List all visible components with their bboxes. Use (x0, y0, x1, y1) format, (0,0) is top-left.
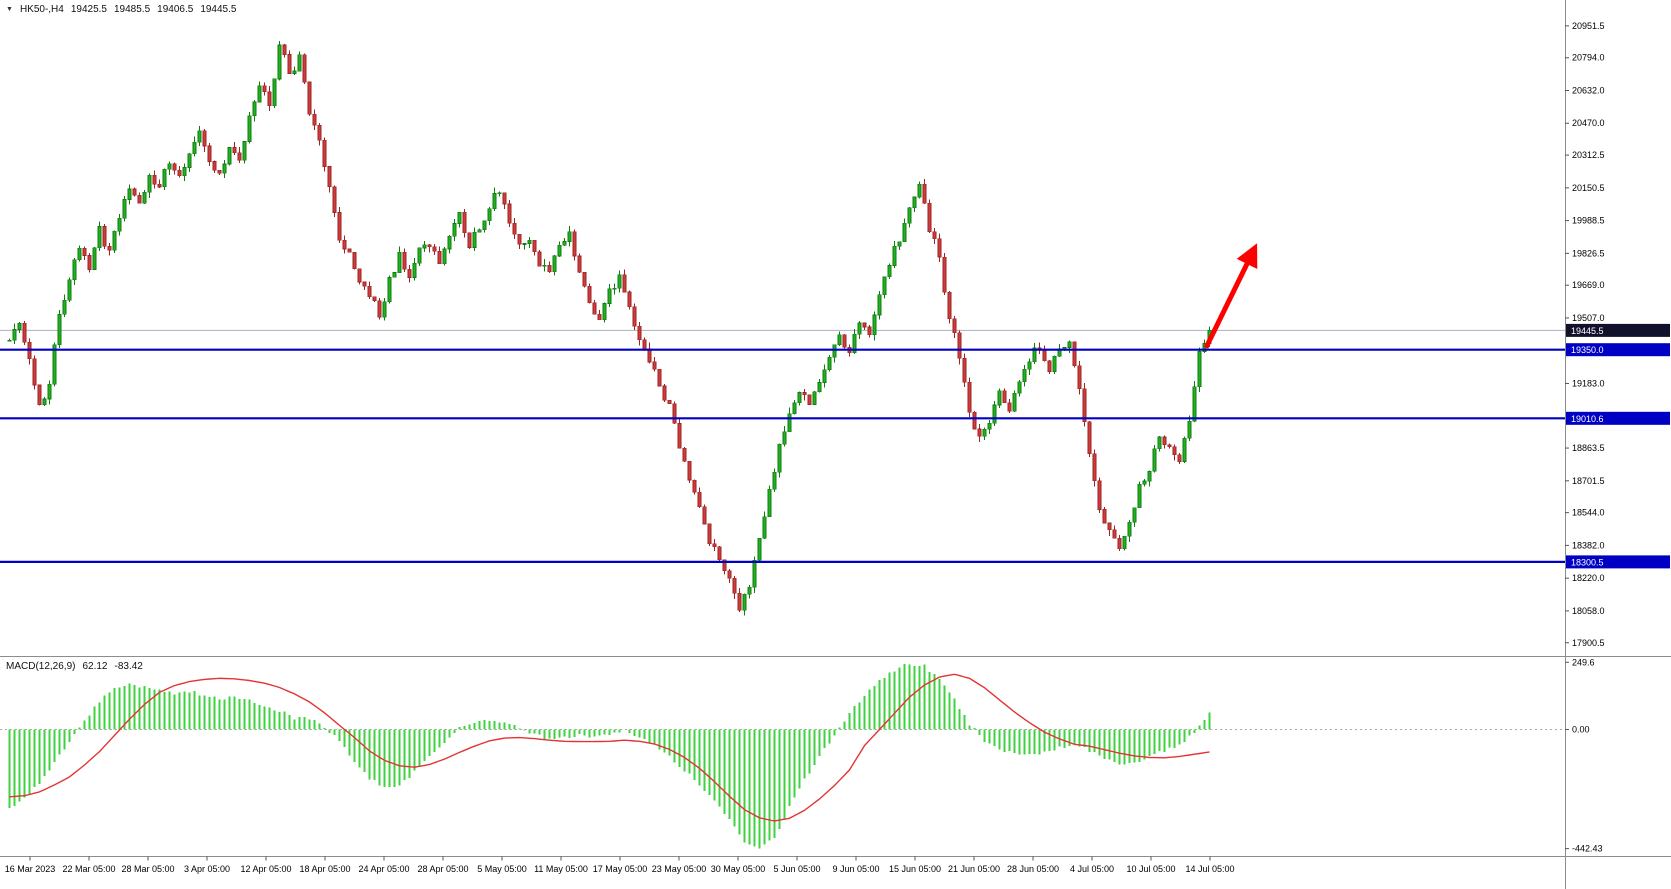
price-tick-label: 20794.0 (1572, 53, 1605, 63)
price-tick-label: 18701.5 (1572, 476, 1605, 486)
time-tick-label: 18 Apr 05:00 (299, 864, 350, 874)
time-tick-label: 5 Jun 05:00 (773, 864, 820, 874)
time-tick-label: 30 May 05:00 (711, 864, 766, 874)
level-price-label: 19350.0 (1571, 345, 1604, 355)
price-tick-label: 19507.0 (1572, 313, 1605, 323)
open-value: 19425.5 (70, 4, 107, 15)
time-tick-label: 9 Jun 05:00 (832, 864, 879, 874)
price-tick-label: 20951.5 (1572, 21, 1605, 31)
price-tick-label: 18382.0 (1572, 540, 1605, 550)
time-tick-label: 14 Jul 05:00 (1185, 864, 1234, 874)
time-tick-label: 24 Apr 05:00 (358, 864, 409, 874)
macd-tick-label: 249.6 (1572, 657, 1595, 667)
macd-tick-label: 0.00 (1572, 724, 1590, 734)
price-tick-label: 18220.0 (1572, 573, 1605, 583)
time-tick-label: 3 Apr 05:00 (184, 864, 230, 874)
price-tick-label: 19988.5 (1572, 216, 1605, 226)
symbol-ohlc-label: ▼ HK50-,H4 19425.5 19485.5 19406.5 19445… (6, 4, 236, 15)
symbol-timeframe: HK50-,H4 (19, 4, 64, 15)
level-price-label: 18300.5 (1571, 557, 1604, 567)
price-tick-label: 18544.0 (1572, 508, 1605, 518)
current-price-badge: 19445.5 (1571, 326, 1604, 336)
macd-indicator-label: MACD(12,26,9) 62.12 -83.42 (6, 661, 143, 672)
time-tick-label: 23 May 05:00 (652, 864, 707, 874)
chart-menu-triangle-icon[interactable]: ▼ (6, 6, 13, 13)
price-tick-label: 20470.0 (1572, 118, 1605, 128)
price-tick-label: 18863.5 (1572, 443, 1605, 453)
time-tick-label: 17 May 05:00 (593, 864, 648, 874)
price-tick-label: 19183.0 (1572, 378, 1605, 388)
time-axis[interactable]: 16 Mar 2023 22 Mar 05:00 28 Mar 05:00 3 Apr… (5, 856, 1235, 875)
time-tick-label: 15 Jun 05:00 (889, 864, 941, 874)
time-tick-label: 11 May 05:00 (534, 864, 588, 874)
macd-name: MACD(12,26,9) (6, 661, 76, 672)
price-tick-label: 19669.0 (1572, 280, 1605, 290)
time-tick-label: 4 Jul 05:00 (1070, 864, 1114, 874)
macd-signal-layer (9, 673, 1210, 822)
macd-signal-value: -83.42 (114, 661, 143, 672)
annotation-arrow[interactable] (1203, 243, 1258, 349)
price-tick-label: 19826.5 (1572, 248, 1605, 258)
time-tick-label: 28 Mar 05:00 (121, 864, 174, 874)
levels-layer[interactable] (0, 243, 1565, 563)
time-tick-label: 5 May 05:00 (477, 864, 527, 874)
time-tick-label: 28 Apr 05:00 (417, 864, 468, 874)
time-tick-label: 12 Apr 05:00 (240, 864, 291, 874)
macd-main-value: 62.12 (82, 661, 108, 672)
high-value: 19485.5 (114, 4, 151, 15)
time-tick-label: 21 Jun 05:00 (948, 864, 1000, 874)
price-tick-label: 18058.0 (1572, 606, 1605, 616)
price-tick-label: 20312.5 (1572, 150, 1605, 160)
level-price-label: 19010.6 (1571, 414, 1604, 424)
price-tick-label: 17900.5 (1572, 638, 1605, 648)
candles-layer (7, 40, 1212, 616)
time-tick-label: 28 Jun 05:00 (1007, 864, 1059, 874)
price-tick-label: 20150.5 (1572, 183, 1605, 193)
time-tick-label: 16 Mar 2023 (5, 864, 56, 874)
price-axis[interactable]: 19350.0 19010.6 18300.5 20951.5 20794.0 20632… (1565, 21, 1670, 854)
low-value: 19406.5 (157, 4, 194, 15)
time-tick-label: 22 Mar 05:00 (62, 864, 115, 874)
macd-hist-layer (8, 663, 1211, 849)
macd-tick-label: -442.43 (1572, 844, 1603, 854)
time-tick-label: 10 Jul 05:00 (1126, 864, 1175, 874)
price-tick-label: 20632.0 (1572, 85, 1605, 95)
close-value: 19445.5 (200, 4, 237, 15)
